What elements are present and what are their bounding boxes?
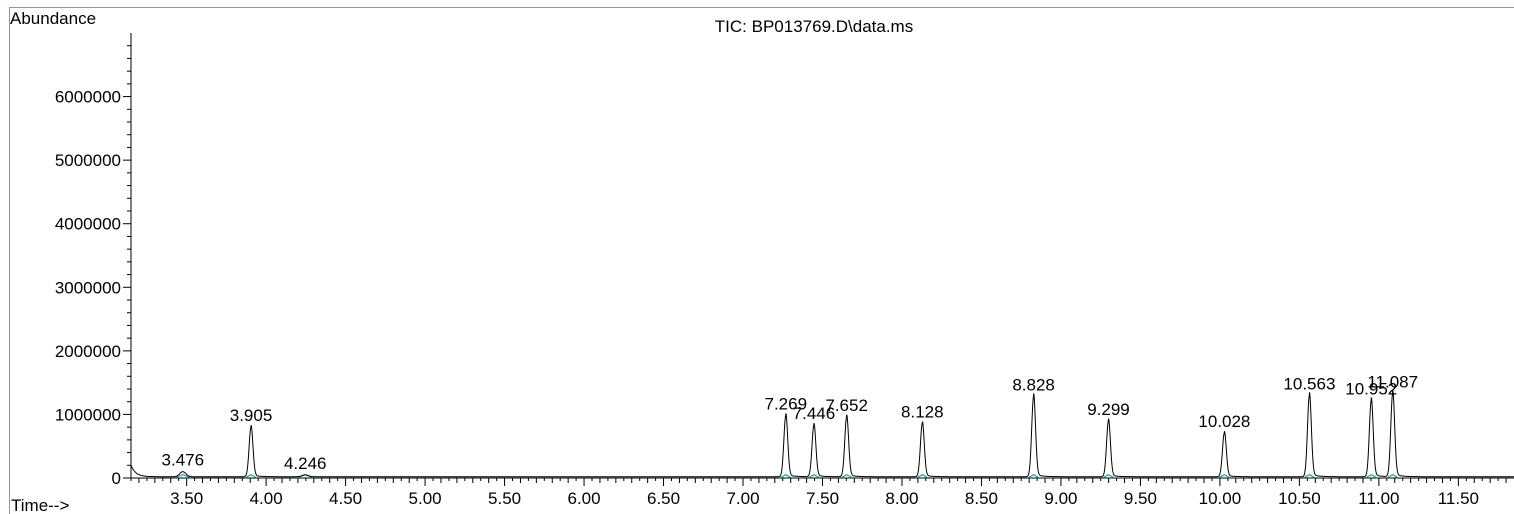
peak-baseline-marker (1218, 474, 1231, 479)
peak-baseline-marker (1303, 474, 1316, 479)
peak-label: 9.299 (1087, 400, 1130, 419)
x-tick-label: 8.00 (885, 489, 918, 508)
peak-baseline-marker (1386, 474, 1399, 479)
peak-label: 10.563 (1283, 374, 1335, 393)
x-tick-label: 9.50 (1124, 489, 1157, 508)
x-tick-label: 6.00 (568, 489, 601, 508)
x-tick-label: 5.00 (409, 489, 442, 508)
x-tick-label: 8.50 (965, 489, 998, 508)
peak-label: 7.652 (825, 396, 868, 415)
peak-baseline-marker (916, 474, 929, 479)
peak-baseline-marker (174, 474, 191, 479)
y-tick-label: 4000000 (55, 215, 121, 234)
peak-baseline-marker (245, 474, 257, 479)
peak-label: 10.028 (1198, 412, 1250, 431)
x-tick-label: 7.00 (726, 489, 759, 508)
peak-label: 4.246 (284, 454, 327, 473)
peak-baseline-marker (779, 474, 792, 479)
peak-baseline-marker (840, 474, 853, 479)
y-tick-label: 3000000 (55, 278, 121, 297)
peak-baseline-marker (808, 474, 820, 479)
x-tick-label: 4.00 (250, 489, 283, 508)
peak-baseline-marker (1027, 474, 1040, 479)
y-tick-label: 0 (112, 469, 121, 488)
peak-label: 3.476 (162, 451, 205, 470)
peak-baseline-marker (1365, 474, 1378, 479)
axes: 0 1000000 2000000 3000000 4000000 5000000 6000… (55, 33, 1514, 508)
x-tick-label: 10.00 (1199, 489, 1242, 508)
x-tick-label: 6.50 (647, 489, 680, 508)
x-tick-label: 4.50 (329, 489, 362, 508)
peak-label: 7.269 (765, 395, 808, 414)
x-tick-label: 11.00 (1358, 489, 1399, 508)
peak-label: 11.087 (1367, 372, 1418, 391)
peak-label: 8.828 (1012, 376, 1055, 395)
x-tick-label: 9.00 (1044, 489, 1077, 508)
x-tick-label: 10.50 (1278, 489, 1321, 508)
peak-label: 10.952 (1345, 379, 1397, 398)
tic-trace-line (130, 389, 1514, 478)
y-tick-label: 5000000 (55, 151, 121, 170)
chart-title: TIC: BP013769.D\data.ms (715, 17, 913, 36)
peak-markers (174, 474, 1399, 479)
y-tick-label: 2000000 (55, 342, 121, 361)
y-tick-label: 1000000 (55, 405, 121, 424)
peak-baseline-marker (1102, 474, 1115, 479)
peak-label: 8.128 (901, 402, 944, 421)
x-tick-label: 7.50 (806, 489, 839, 508)
x-axis-label: Time--> (11, 496, 69, 514)
peak-label: 7.446 (793, 404, 836, 423)
x-tick-label: 5.50 (488, 489, 521, 508)
y-axis-label: Abundance (10, 9, 96, 28)
peak-label: 3.905 (230, 406, 273, 425)
chart-frame (9, 7, 1514, 514)
x-tick-label: 11.50 (1438, 489, 1479, 508)
x-tick-label: 3.50 (170, 489, 203, 508)
y-tick-label: 6000000 (55, 88, 121, 107)
